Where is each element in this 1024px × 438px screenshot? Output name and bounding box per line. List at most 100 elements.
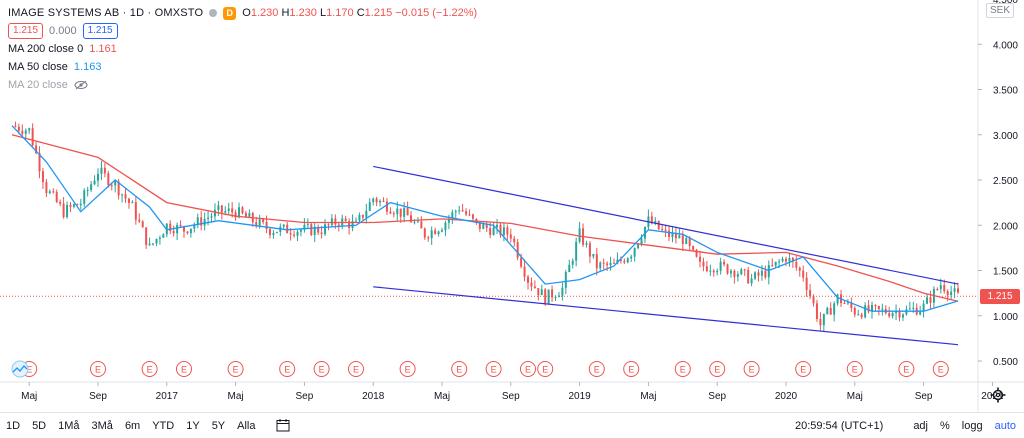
ma200-row[interactable]: MA 200 close 0 1.161 <box>8 40 477 58</box>
candle-body <box>709 270 712 272</box>
candle-body <box>705 266 708 272</box>
earnings-marker <box>846 361 863 377</box>
open-value: 1.230 <box>250 7 279 19</box>
adj-toggle[interactable]: adj <box>913 419 928 432</box>
candle-body <box>293 234 296 236</box>
earnings-marker-label: E <box>95 365 101 375</box>
candle-body <box>802 270 805 278</box>
candle-body <box>269 229 271 236</box>
earnings-marker <box>588 361 605 377</box>
earnings-marker <box>537 361 554 377</box>
candle-body <box>740 269 743 275</box>
eye-hidden-icon[interactable] <box>74 80 88 90</box>
range-1y[interactable]: 1Y <box>186 419 200 432</box>
candle-body <box>131 202 134 204</box>
candle-body <box>654 220 657 224</box>
candle-body <box>427 237 430 239</box>
candle-body <box>413 221 416 223</box>
candle-body <box>943 285 946 292</box>
candle-body <box>750 278 753 284</box>
candle-body <box>702 261 705 267</box>
candle-body <box>262 219 265 222</box>
candle-body <box>919 310 922 315</box>
earnings-marker-label: E <box>147 365 153 375</box>
range-3m[interactable]: 3Må <box>91 419 113 432</box>
candle-body <box>69 204 72 207</box>
earnings-marker-label: E <box>26 365 32 375</box>
candle-body <box>66 204 69 218</box>
candle-body <box>337 224 340 226</box>
candle-body <box>540 289 543 296</box>
candle-body <box>609 262 612 266</box>
earnings-marker-label: E <box>714 365 720 375</box>
candle-body <box>764 270 767 278</box>
candle-body <box>489 228 492 235</box>
x-tick-label: 2021 <box>981 391 1004 402</box>
earnings-marker <box>176 361 192 377</box>
candle-body <box>158 237 161 239</box>
candle-body <box>179 224 182 227</box>
candle-body <box>79 203 82 206</box>
x-tick-label: 2020 <box>775 391 798 402</box>
candle-body <box>836 294 839 304</box>
close-value: 1.215 <box>364 7 393 19</box>
range-1d[interactable]: 1D <box>6 419 21 432</box>
x-tick-label: 2017 <box>156 391 179 402</box>
percent-toggle[interactable]: % <box>940 419 950 432</box>
earnings-marker-label: E <box>594 365 600 375</box>
range-5d[interactable]: 5D <box>32 419 47 432</box>
candle-body <box>437 231 440 235</box>
candle-body <box>771 265 774 267</box>
candle-body <box>93 180 96 185</box>
candle-body <box>275 231 278 233</box>
candle-body <box>255 222 258 226</box>
candle-body <box>420 221 423 229</box>
range-all[interactable]: Alla <box>237 419 256 432</box>
candle-body <box>950 291 953 296</box>
ma20-label: MA 20 close <box>8 79 68 91</box>
candle-body <box>798 267 801 271</box>
candle-body <box>461 210 464 212</box>
candle-body <box>588 243 591 257</box>
bid-pill[interactable]: 1.215 <box>8 23 44 39</box>
candle-body <box>59 202 62 204</box>
candle-body <box>939 285 942 290</box>
ma50-row[interactable]: MA 50 close 1.163 <box>8 58 477 76</box>
log-toggle[interactable]: logg <box>961 419 983 432</box>
candle-body <box>712 270 715 273</box>
candle-body <box>258 219 261 226</box>
x-tick-label: Maj <box>21 391 37 402</box>
high-value: 1.230 <box>289 7 317 19</box>
gear-icon[interactable] <box>990 387 1006 403</box>
candle-body <box>599 262 602 269</box>
earnings-marker-label: E <box>284 365 290 375</box>
x-tick-label: 2019 <box>568 391 591 402</box>
candle-body <box>296 231 299 236</box>
ma50-value: 1.163 <box>73 61 102 73</box>
calendar-icon[interactable] <box>276 418 290 432</box>
range-1m[interactable]: 1Må <box>58 419 80 432</box>
x-tick-label: Sep <box>915 391 933 402</box>
auto-toggle[interactable]: auto <box>994 419 1016 432</box>
candle-body <box>537 288 540 296</box>
market-status-icon <box>209 9 218 17</box>
candle-body <box>857 314 860 316</box>
clock-display[interactable]: 20:59:54 (UTC+1) <box>794 419 884 432</box>
candle-body <box>846 302 849 304</box>
dividend-marker-icon <box>11 360 29 378</box>
candle-body <box>544 289 547 304</box>
range-5y[interactable]: 5Y <box>211 419 226 432</box>
candle-body <box>385 201 388 212</box>
ask-pill[interactable]: 1.215 <box>82 23 118 39</box>
candle-body <box>444 222 447 231</box>
candle-body <box>289 233 292 235</box>
ma50-line <box>11 125 959 312</box>
earnings-marker-label: E <box>542 365 548 375</box>
range-6m[interactable]: 6m <box>124 419 141 432</box>
candle-body <box>265 221 268 230</box>
legend-header: IMAGE SYSTEMS AB · 1D · OMXSTO D O1.230 … <box>8 4 477 22</box>
ma20-row[interactable]: MA 20 close <box>8 76 477 94</box>
range-ytd[interactable]: YTD <box>152 419 175 432</box>
symbol-title[interactable]: IMAGE SYSTEMS AB · 1D · OMXSTO <box>8 7 204 19</box>
